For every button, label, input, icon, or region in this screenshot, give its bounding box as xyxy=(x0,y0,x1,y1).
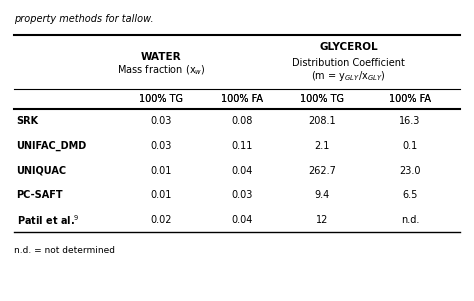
Text: 0.03: 0.03 xyxy=(231,190,253,200)
Text: 0.03: 0.03 xyxy=(150,141,172,151)
Text: (m = y$_{GLY}$/x$_{GLY}$): (m = y$_{GLY}$/x$_{GLY}$) xyxy=(311,69,386,83)
Text: n.d. = not determined: n.d. = not determined xyxy=(14,246,115,255)
Text: 100% FA: 100% FA xyxy=(221,94,263,104)
Text: GLYCEROL: GLYCEROL xyxy=(319,42,378,52)
Text: UNIFAC_DMD: UNIFAC_DMD xyxy=(17,141,87,151)
Text: 100% TG: 100% TG xyxy=(139,94,183,104)
Text: Distribution Coefficient: Distribution Coefficient xyxy=(292,58,405,68)
Text: 100% FA: 100% FA xyxy=(221,94,263,104)
Text: 100% TG: 100% TG xyxy=(301,94,344,104)
Text: 0.11: 0.11 xyxy=(231,141,253,151)
Text: WATER: WATER xyxy=(141,52,182,62)
Text: 12: 12 xyxy=(316,215,328,225)
Text: 262.7: 262.7 xyxy=(309,166,336,176)
Text: Mass fraction (x$_w$): Mass fraction (x$_w$) xyxy=(117,63,206,77)
Text: 100% FA: 100% FA xyxy=(389,94,431,104)
Text: 0.03: 0.03 xyxy=(150,116,172,126)
Text: 100% TG: 100% TG xyxy=(139,94,183,104)
Text: 100% FA: 100% FA xyxy=(389,94,431,104)
Text: 9.4: 9.4 xyxy=(315,190,330,200)
Text: 0.01: 0.01 xyxy=(150,190,172,200)
Text: 0.04: 0.04 xyxy=(231,215,253,225)
Text: UNIQUAC: UNIQUAC xyxy=(17,166,67,176)
Text: Patil et al.$^9$: Patil et al.$^9$ xyxy=(17,213,79,227)
Text: n.d.: n.d. xyxy=(401,215,419,225)
Text: 208.1: 208.1 xyxy=(309,116,336,126)
Text: SRK: SRK xyxy=(17,116,39,126)
Text: 0.08: 0.08 xyxy=(231,116,253,126)
Text: 6.5: 6.5 xyxy=(402,190,418,200)
Text: 0.01: 0.01 xyxy=(150,166,172,176)
Text: property methods for tallow.: property methods for tallow. xyxy=(14,14,154,23)
Text: 23.0: 23.0 xyxy=(399,166,421,176)
Text: 0.1: 0.1 xyxy=(402,141,418,151)
Text: 2.1: 2.1 xyxy=(315,141,330,151)
Text: 16.3: 16.3 xyxy=(399,116,421,126)
Text: 100% TG: 100% TG xyxy=(301,94,344,104)
Text: 0.02: 0.02 xyxy=(150,215,172,225)
Text: PC-SAFT: PC-SAFT xyxy=(17,190,63,200)
Text: 0.04: 0.04 xyxy=(231,166,253,176)
